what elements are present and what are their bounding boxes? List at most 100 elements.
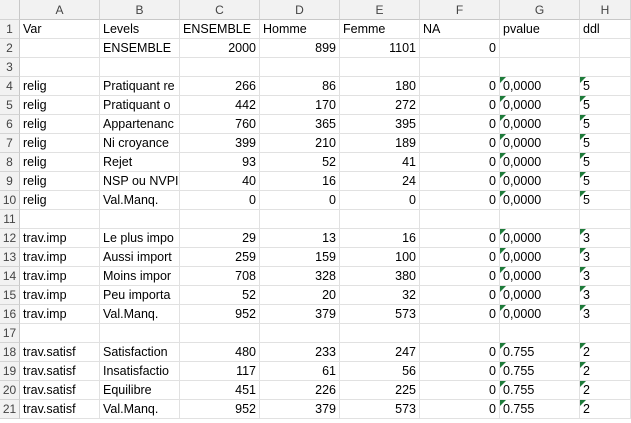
cell-b[interactable]: Rejet [100, 153, 180, 172]
cell-a[interactable]: relig [20, 115, 100, 134]
cell-e[interactable]: 380 [340, 267, 420, 286]
row-header[interactable]: 1 [0, 20, 20, 39]
cell-a[interactable]: relig [20, 153, 100, 172]
cell-b[interactable]: Moins impor [100, 267, 180, 286]
cell-c[interactable]: 952 [180, 400, 260, 419]
cell-c[interactable] [180, 210, 260, 229]
cell-d[interactable]: 328 [260, 267, 340, 286]
cell-d[interactable]: 52 [260, 153, 340, 172]
cell-d[interactable] [260, 324, 340, 343]
cell-f[interactable]: 0 [420, 134, 500, 153]
cell-a[interactable]: trav.imp [20, 267, 100, 286]
row-header[interactable]: 5 [0, 96, 20, 115]
row-header[interactable]: 18 [0, 343, 20, 362]
cell-c[interactable]: 451 [180, 381, 260, 400]
cell-g[interactable]: 0.755 [500, 381, 580, 400]
cell-a[interactable]: trav.satisf [20, 381, 100, 400]
cell-d[interactable]: 13 [260, 229, 340, 248]
cell-c[interactable]: 708 [180, 267, 260, 286]
cell-e[interactable]: 100 [340, 248, 420, 267]
cell-e[interactable]: 573 [340, 305, 420, 324]
cell-g[interactable]: 0,0000 [500, 153, 580, 172]
cell-h[interactable]: 2 [580, 400, 631, 419]
cell-f[interactable]: 0 [420, 343, 500, 362]
cell-g[interactable]: pvalue [500, 20, 580, 39]
cell-h[interactable]: ddl [580, 20, 631, 39]
cell-b[interactable]: Val.Manq. [100, 305, 180, 324]
cell-c[interactable]: 52 [180, 286, 260, 305]
cell-d[interactable]: 86 [260, 77, 340, 96]
cell-b[interactable] [100, 324, 180, 343]
cell-d[interactable]: Homme [260, 20, 340, 39]
row-header[interactable]: 4 [0, 77, 20, 96]
cell-b[interactable] [100, 210, 180, 229]
cell-e[interactable]: 189 [340, 134, 420, 153]
cell-f[interactable] [420, 324, 500, 343]
cell-b[interactable]: Equilibre [100, 381, 180, 400]
cell-d[interactable]: 0 [260, 191, 340, 210]
cell-e[interactable]: 180 [340, 77, 420, 96]
cell-f[interactable]: 0 [420, 286, 500, 305]
cell-g[interactable]: 0,0000 [500, 172, 580, 191]
cell-a[interactable]: trav.imp [20, 286, 100, 305]
row-header[interactable]: 14 [0, 267, 20, 286]
cell-h[interactable]: 5 [580, 96, 631, 115]
cell-e[interactable]: 225 [340, 381, 420, 400]
cell-c[interactable]: 399 [180, 134, 260, 153]
cell-b[interactable]: Insatisfactio [100, 362, 180, 381]
cell-a[interactable]: relig [20, 96, 100, 115]
cell-g[interactable] [500, 39, 580, 58]
cell-f[interactable]: 0 [420, 362, 500, 381]
row-header[interactable]: 21 [0, 400, 20, 419]
row-header[interactable]: 15 [0, 286, 20, 305]
cell-e[interactable]: 1101 [340, 39, 420, 58]
cell-g[interactable] [500, 58, 580, 77]
cell-e[interactable]: 41 [340, 153, 420, 172]
cell-g[interactable]: 0,0000 [500, 248, 580, 267]
cell-e[interactable] [340, 324, 420, 343]
cell-f[interactable]: 0 [420, 267, 500, 286]
row-header[interactable]: 17 [0, 324, 20, 343]
cell-c[interactable] [180, 324, 260, 343]
cell-f[interactable]: NA [420, 20, 500, 39]
row-header[interactable]: 3 [0, 58, 20, 77]
cell-h[interactable]: 2 [580, 362, 631, 381]
cell-h[interactable] [580, 58, 631, 77]
cell-f[interactable]: 0 [420, 96, 500, 115]
cell-d[interactable]: 170 [260, 96, 340, 115]
cell-h[interactable]: 3 [580, 248, 631, 267]
cell-f[interactable] [420, 210, 500, 229]
cell-g[interactable]: 0,0000 [500, 134, 580, 153]
cell-d[interactable]: 20 [260, 286, 340, 305]
cell-e[interactable]: 573 [340, 400, 420, 419]
cell-h[interactable]: 2 [580, 381, 631, 400]
cell-e[interactable]: Femme [340, 20, 420, 39]
select-all-corner[interactable] [0, 0, 20, 20]
column-header-c[interactable]: C [180, 0, 260, 20]
cell-a[interactable]: relig [20, 77, 100, 96]
cell-c[interactable]: ENSEMBLE [180, 20, 260, 39]
column-header-d[interactable]: D [260, 0, 340, 20]
cell-d[interactable]: 233 [260, 343, 340, 362]
cell-f[interactable]: 0 [420, 172, 500, 191]
row-header[interactable]: 12 [0, 229, 20, 248]
cell-f[interactable]: 0 [420, 77, 500, 96]
cell-g[interactable]: 0,0000 [500, 286, 580, 305]
cell-e[interactable] [340, 210, 420, 229]
cell-e[interactable]: 56 [340, 362, 420, 381]
cell-c[interactable]: 442 [180, 96, 260, 115]
cell-a[interactable]: Var [20, 20, 100, 39]
cell-c[interactable]: 952 [180, 305, 260, 324]
cell-f[interactable]: 0 [420, 305, 500, 324]
cell-f[interactable]: 0 [420, 153, 500, 172]
cell-d[interactable]: 365 [260, 115, 340, 134]
cell-c[interactable]: 117 [180, 362, 260, 381]
row-header[interactable]: 11 [0, 210, 20, 229]
cell-f[interactable]: 0 [420, 229, 500, 248]
cell-b[interactable]: Appartenanc [100, 115, 180, 134]
row-header[interactable]: 9 [0, 172, 20, 191]
cell-h[interactable]: 2 [580, 343, 631, 362]
row-header[interactable]: 16 [0, 305, 20, 324]
cell-e[interactable]: 395 [340, 115, 420, 134]
cell-b[interactable]: NSP ou NVPI [100, 172, 180, 191]
